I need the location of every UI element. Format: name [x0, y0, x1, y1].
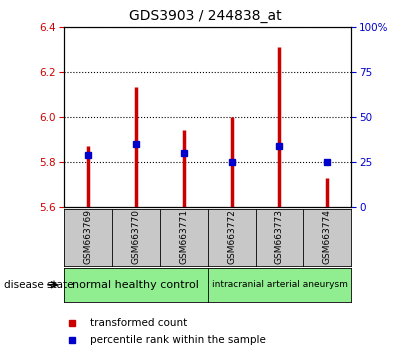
Text: GSM663770: GSM663770: [131, 209, 140, 264]
Text: GSM663771: GSM663771: [179, 209, 188, 264]
Text: transformed count: transformed count: [90, 318, 188, 328]
Text: GDS3903 / 244838_at: GDS3903 / 244838_at: [129, 9, 282, 23]
Text: GSM663772: GSM663772: [227, 209, 236, 264]
Text: percentile rank within the sample: percentile rank within the sample: [90, 335, 266, 345]
Text: GSM663773: GSM663773: [275, 209, 284, 264]
Text: intracranial arterial aneurysm: intracranial arterial aneurysm: [212, 280, 347, 289]
Text: disease state: disease state: [4, 280, 74, 290]
Text: normal healthy control: normal healthy control: [72, 280, 199, 290]
Text: GSM663774: GSM663774: [323, 209, 332, 264]
Text: GSM663769: GSM663769: [83, 209, 92, 264]
